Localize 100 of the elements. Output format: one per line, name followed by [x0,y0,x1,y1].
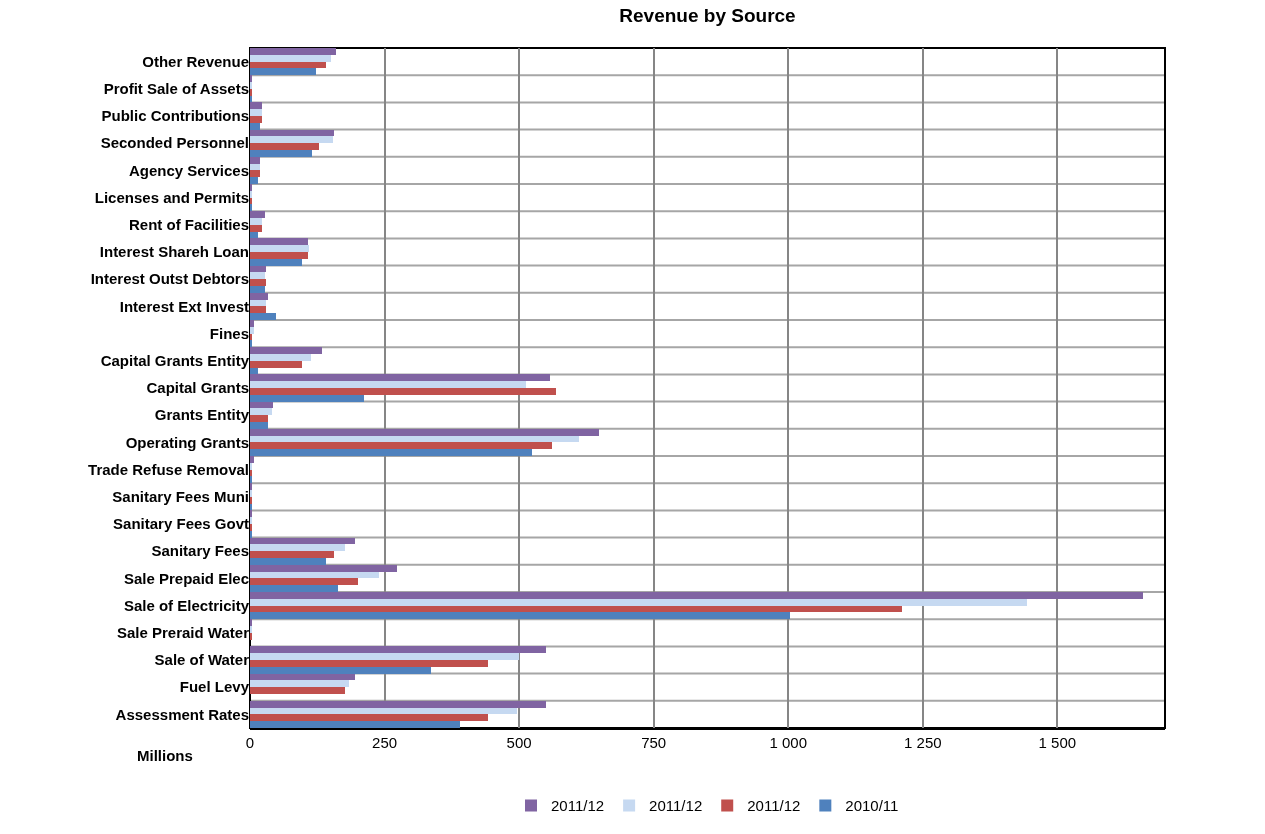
y-tick-label: Capital Grants [146,379,249,397]
bar [250,211,265,218]
bar [250,721,460,728]
bar [250,62,326,68]
bar [250,456,254,463]
y-tick-label: Seconded Personnel [100,134,249,152]
bar [250,653,519,660]
y-tick-label: Operating Grants [125,433,249,451]
bar [250,306,266,313]
y-tick-label: Fuel Levy [179,678,250,696]
y-tick-label: Fines [209,324,249,342]
y-tick-label: Public Contributions [101,107,249,125]
bar [250,123,260,130]
bar [250,544,345,551]
y-tick-label: Sale of Water [154,651,250,669]
bar [250,422,268,429]
y-tick-label: Capital Grants Entity [100,352,250,370]
bar [250,551,334,558]
x-tick-label: 250 [372,734,398,751]
y-tick-label: Sanitary Fees Muni [112,488,249,506]
y-tick-label: Sale Prepaid Elec [123,569,249,587]
x-tick-label: 1 500 [1038,734,1077,751]
chart-title: Revenue by Source [619,4,796,26]
bar [250,436,579,442]
bar [250,572,379,578]
bar [250,116,262,123]
y-tick-label: Interest Ext Invest [119,297,249,315]
y-tick-label: Sale Preraid Water [116,624,250,642]
bar [250,361,302,368]
bar [250,238,308,245]
y-tick-label: Sale of Electricity [123,596,250,614]
bar [250,402,273,408]
x-axis-title: Millions [137,747,193,764]
y-tick-label: Sanitary Fees Govt [113,515,249,533]
bar [250,442,552,449]
y-tick-label: Assessment Rates [115,705,249,723]
y-tick-label: Profit Sale of Assets [103,80,249,98]
bar [250,68,316,75]
bar [250,157,260,164]
bar [250,279,266,286]
legend-label: 2011/12 [551,797,605,815]
bar [250,646,546,653]
bar [250,272,265,279]
bar [250,102,262,109]
y-tick-label: Sanitary Fees [151,542,249,560]
bar [250,164,260,170]
bar [250,143,319,150]
bar [250,170,260,177]
bar [250,585,338,592]
bar [250,368,258,374]
bar [250,55,331,62]
bar [250,660,488,667]
bar [250,374,550,381]
bar [250,136,333,143]
bar [250,395,364,402]
bar [250,592,1143,599]
bar [250,252,308,259]
bar [250,225,262,232]
bar [250,708,517,714]
bar [250,327,254,334]
bar [250,667,431,674]
y-tick-label: Trade Refuse Removal [88,460,249,478]
bar [250,578,358,585]
x-tick-label: 500 [506,734,532,751]
bar [250,232,258,238]
bar [250,347,322,354]
y-tick-label: Licenses and Permits [94,188,249,206]
bar [250,538,355,544]
bar [250,674,355,680]
bar [250,354,311,361]
bar [250,558,326,565]
bar [250,687,345,694]
bar [250,381,526,388]
bar [250,48,336,55]
legend-label: 2011/12 [649,797,703,815]
bar [250,408,272,415]
bar [250,606,902,612]
bar [250,293,268,300]
bar [250,701,546,708]
y-tick-label: Interest Outst Debtors [90,270,249,288]
bar [250,612,790,619]
x-tick-label: 1 250 [904,734,942,751]
y-tick-label: Rent of Facilities [128,216,249,234]
bar [250,130,334,136]
bar [250,218,262,225]
bar [250,109,262,116]
bar [250,313,276,320]
x-tick-label: 0 [245,734,255,751]
x-tick-label: 1 000 [769,734,808,751]
legend-label: 2011/12 [747,797,801,815]
bar [250,177,258,184]
bar [250,259,302,266]
bar [250,150,312,157]
bar [250,429,599,436]
y-tick-label: Grants Entity [154,406,250,424]
bar [250,388,556,395]
bar [250,415,268,422]
bar [250,320,254,327]
bar [250,245,309,252]
bar [250,266,266,272]
